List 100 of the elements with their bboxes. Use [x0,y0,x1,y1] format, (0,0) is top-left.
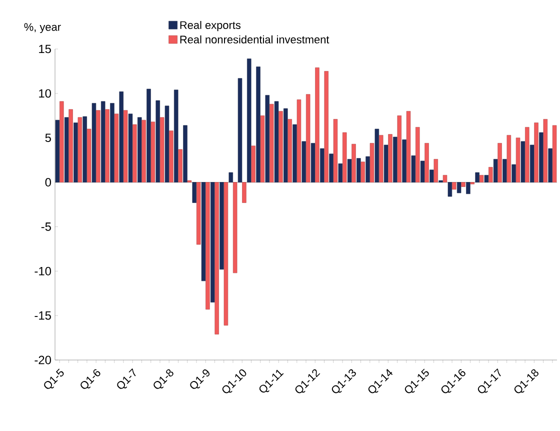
bar [539,132,544,182]
bar [74,122,78,182]
bar [210,182,215,302]
bar [434,159,438,182]
bar [68,109,73,182]
bar [366,156,370,182]
bar [352,144,356,182]
bar [206,182,210,310]
bar [269,104,274,182]
bar [379,135,384,182]
bar [306,94,310,182]
bar [156,100,160,182]
bar [292,124,297,182]
bar [192,182,196,203]
bar [452,182,456,190]
bar [479,175,484,182]
bar [442,175,448,182]
bar [92,103,96,182]
bar [324,71,328,182]
bar [370,143,374,182]
bar [543,119,548,182]
bar [498,143,502,182]
bar [265,95,270,182]
bar [388,134,392,182]
bar [288,119,292,182]
bar [520,141,526,182]
bar [516,138,520,182]
bar [247,58,252,182]
bar [329,154,334,182]
bar [525,127,530,182]
bar [448,182,452,197]
bar [333,119,338,182]
bar [160,117,164,182]
bar [420,160,425,182]
bar [424,143,429,182]
bar [214,182,219,334]
bar [128,114,133,182]
bar [393,136,398,182]
bar [466,182,470,194]
legend-label: Real exports [180,20,241,32]
bar [164,106,170,182]
bar [82,116,87,182]
bar [174,90,178,182]
bar [55,120,60,182]
bar [402,139,406,182]
bar [360,162,365,182]
bar [169,130,174,182]
bar [142,120,146,182]
bar [406,111,411,182]
bar [238,78,242,182]
bar [138,117,142,182]
bar [183,125,188,182]
bar [384,144,388,182]
bar [220,182,224,270]
bar [488,167,493,182]
y-tick-label: -20 [34,356,52,364]
bar [232,182,238,274]
y-tick-label: 0 [45,178,52,187]
y-tick-label: -15 [34,311,51,320]
bar [251,146,256,182]
bar [256,66,260,182]
bar [242,182,246,203]
bar [228,172,233,182]
legend-label: Real nonresidential investment [180,35,330,44]
bar [512,164,516,182]
y-tick-label: 10 [39,89,52,98]
bar [374,128,380,182]
bar [461,182,466,187]
bar [132,124,137,182]
bar [105,109,110,182]
bar [320,148,324,182]
bar [260,115,265,182]
bar [534,122,538,182]
bar [123,110,128,182]
bar [397,115,402,182]
bar [196,182,201,245]
bar [530,144,534,182]
y-axis-title: %, year [24,23,61,34]
bar [502,159,507,182]
y-tick-label: -10 [34,266,52,276]
bar [78,117,82,182]
bar [296,100,302,182]
bar [552,125,557,182]
bar [338,163,343,182]
bar [493,159,498,182]
bar [178,149,182,182]
bar [86,128,92,182]
bar [548,148,552,182]
bar [101,101,106,182]
bar [484,175,489,182]
y-tick-label: -5 [41,222,51,231]
bar [150,122,156,182]
bar [416,127,420,182]
bar [224,182,228,326]
bar [342,132,347,182]
bar [310,143,316,182]
bar [274,101,279,182]
bar [456,182,462,194]
y-tick-label: 15 [39,44,51,54]
bar [302,141,306,182]
